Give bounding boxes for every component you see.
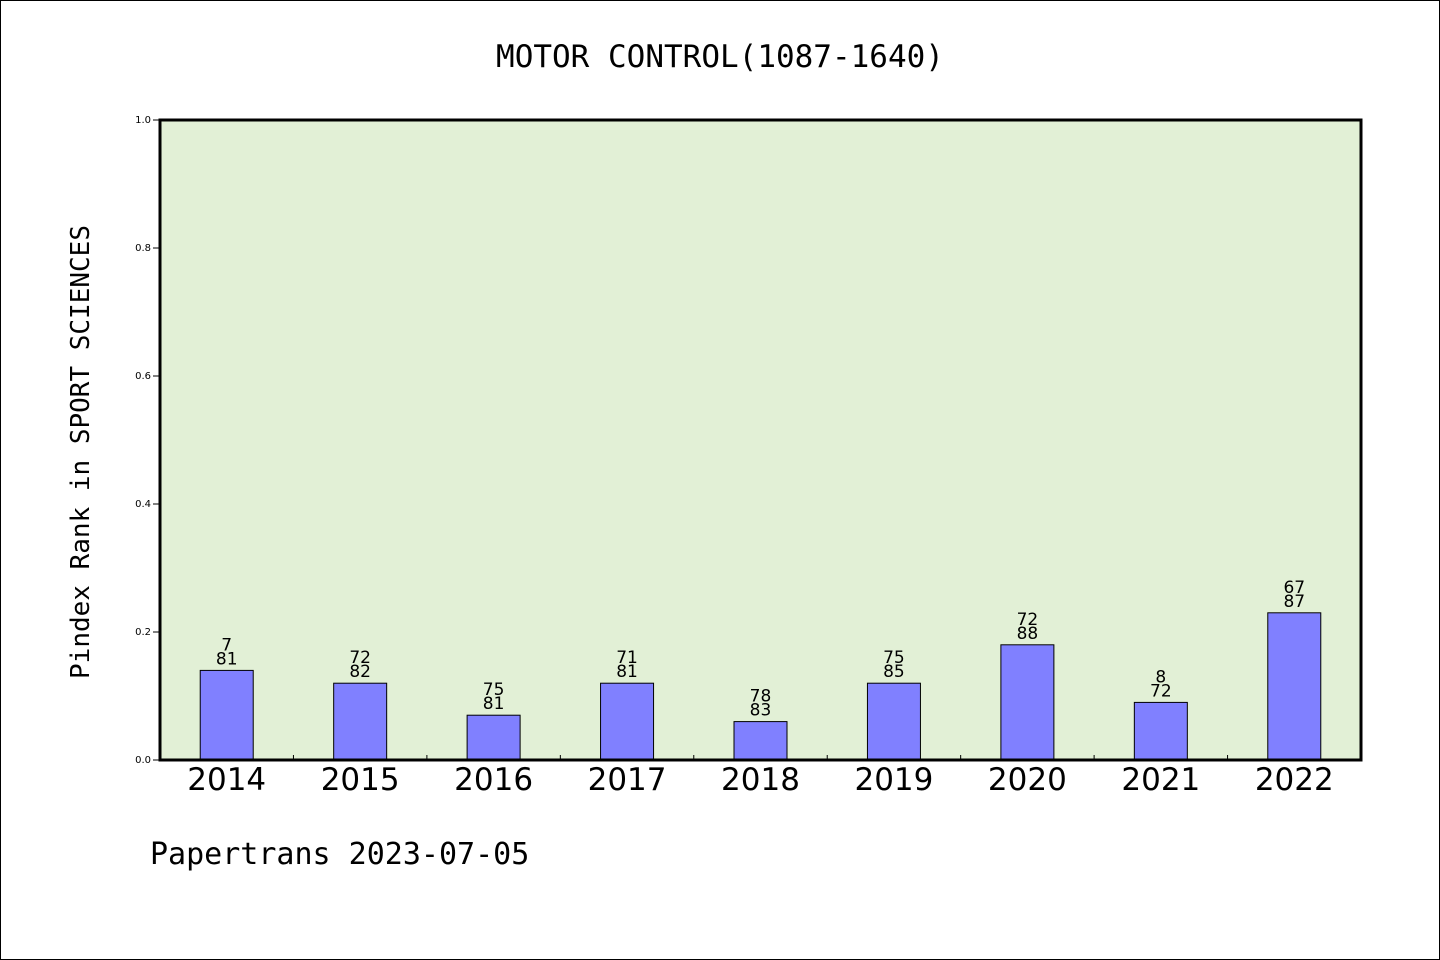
bars-group [199,612,1322,761]
bar-data-label: 87 [1283,592,1305,612]
bar-data-label: 7 [221,635,232,655]
x-tick-label: 2022 [1255,762,1334,798]
x-tick-label: 2021 [1121,762,1200,798]
bar-data-label: 71 [616,648,638,668]
y-axis: 0.0 0.2 0.4 0.6 0.8 1.0 [135,115,160,766]
x-tick-label: 2020 [988,762,1067,798]
y-tick-label: 0.4 [135,499,151,510]
bar [1000,644,1055,761]
bar-data-label: 81 [616,662,638,682]
bar-data-label: 82 [349,662,371,682]
bar [333,682,388,761]
x-tick-label: 2018 [721,762,800,798]
y-tick-label: 0.2 [135,627,151,638]
bar [1133,701,1188,761]
bar-data-label: 88 [1017,624,1039,644]
bar-data-label: 81 [216,649,238,669]
bar [199,669,254,761]
bar [1267,612,1322,761]
bar-data-label: 83 [750,701,772,721]
y-tick-label: 0.0 [135,755,151,766]
bar-data-label: 85 [883,662,905,682]
bar-data-label: 67 [1283,578,1305,598]
x-tick-label: 2019 [854,762,933,798]
footer-credit: Papertrans 2023-07-05 [150,837,529,872]
bar [466,714,521,761]
bar-data-label: 72 [1150,681,1172,701]
bar-data-label: 78 [750,687,772,707]
y-tick-label: 0.8 [135,243,151,254]
bar-data-label: 75 [483,680,505,700]
bar-data-label: 8 [1155,667,1166,687]
plot-border [158,118,1363,762]
chart-title: MOTOR CONTROL(1087-1640) [496,39,944,75]
bar-data-label: 72 [349,648,371,668]
y-tick-label: 1.0 [135,115,151,126]
bar-data-label: 81 [483,694,505,714]
bar [733,721,788,761]
x-tick-label: 2014 [187,762,266,798]
x-tick-label: 2016 [454,762,533,798]
bar [600,682,655,761]
bar-data-label: 72 [1017,610,1039,630]
x-tick-label: 2017 [588,762,667,798]
bar [866,682,921,761]
y-axis-label: Pindex Rank in SPORT SCIENCES [66,225,96,679]
bar-data-label: 75 [883,648,905,668]
plot-area [160,120,1361,760]
x-tick-label: 2015 [321,762,400,798]
x-axis: 2014 2015 2016 2017 2018 2019 2020 2021 2022 [187,755,1334,798]
y-tick-label: 0.6 [135,371,151,382]
